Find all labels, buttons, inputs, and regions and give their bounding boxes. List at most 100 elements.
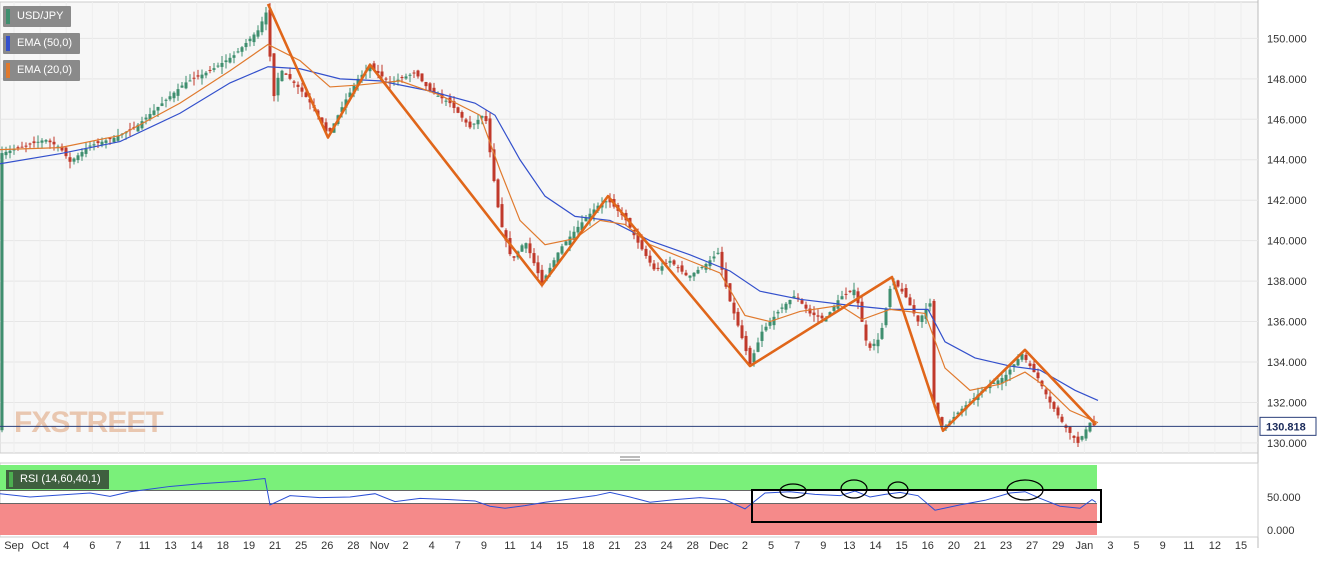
ema20-swatch [6,63,10,78]
x-tick-label: 14 [869,540,881,552]
candle-body [112,137,116,143]
legend-symbol[interactable]: USD/JPY [3,6,72,27]
legend-rsi[interactable]: RSI (14,60,40,1) [6,470,109,489]
x-tick-label: 24 [661,540,673,552]
candle-body [932,300,936,403]
candle-body [644,248,648,256]
candle-body [276,77,280,96]
candle-body [268,9,272,57]
rsi-lower-zone [0,503,1097,535]
candle-body [648,255,652,263]
symbol-label: USD/JPY [17,10,64,22]
candle-body [1036,372,1040,379]
candle-body [456,107,460,113]
candle-body [728,283,732,302]
x-tick-label: 2 [403,540,409,552]
candle-body [556,252,560,263]
candle-body [916,315,920,322]
candle-body [4,151,8,156]
candle-body [88,145,92,147]
candle-body [876,339,880,347]
candle-body [236,51,240,53]
candle-body [348,92,352,98]
legend-ema50[interactable]: EMA (50,0) [3,33,81,54]
candle-body [524,243,528,249]
candle-body [48,140,52,143]
candle-body [228,57,232,63]
x-tick-label: 20 [948,540,960,552]
candle-body [44,140,48,142]
candle-body [296,84,300,87]
candle-body [528,243,532,254]
x-tick-label: 23 [1000,540,1012,552]
candle-body [1028,363,1032,367]
candle-body [1012,364,1016,367]
x-tick-label: 9 [1160,540,1166,552]
candle-body [24,145,28,147]
x-tick-label: Nov [370,540,390,552]
candle-body [8,150,12,154]
candle-body [488,118,492,153]
candle-body [404,76,408,79]
y-tick-label: 142.000 [1267,195,1307,207]
candle-body [720,251,724,270]
candle-body [160,103,164,106]
candle-body [576,226,580,233]
candle-body [756,342,760,352]
candle-body [1052,402,1056,409]
candle-body [676,267,680,269]
candle-body [1080,436,1084,440]
candle-body [684,272,688,276]
candle-body [968,401,972,403]
candle-body [480,116,484,118]
candle-body [52,141,56,145]
candle-body [1024,354,1028,360]
candle-body [32,141,36,144]
candle-body [376,71,380,74]
candle-body [76,155,80,161]
candle-body [72,158,76,162]
candle-body [476,119,480,125]
candle-body [96,141,100,144]
candle-body [452,101,456,108]
candle-body [444,100,448,102]
candle-body [204,72,208,76]
candle-body [504,230,508,241]
candle-body [880,327,884,339]
candle-body [636,232,640,243]
candle-body [156,106,160,111]
rsi-annotation-ellipse [840,479,868,499]
x-tick-label: 15 [1235,540,1247,552]
candle-body [496,179,500,208]
candle-body [760,331,764,341]
candle-body [468,121,472,128]
x-tick-label: 9 [481,540,487,552]
zigzag-trendline [266,3,1097,433]
candle-body [172,92,176,99]
candle-body [808,308,812,314]
candle-body [108,137,112,140]
candle-body [252,34,256,43]
candle-body [776,311,780,314]
rsi-annotation-ellipse [887,481,909,499]
candle-body [20,146,24,148]
x-tick-label: 4 [63,540,69,552]
candle-body [36,141,40,143]
candle-body [572,231,576,240]
candle-body [272,53,276,97]
candle-body [992,382,996,384]
candle-body [672,260,676,265]
candle-body [772,316,776,326]
x-tick-label: 15 [895,540,907,552]
candle-body [640,240,644,250]
legend-ema20[interactable]: EMA (20,0) [3,60,81,81]
candle-body [532,253,536,264]
x-tick-label: Dec [709,540,729,552]
y-tick-label: 144.000 [1267,155,1307,167]
candle-body [0,153,4,431]
candle-body [1068,426,1072,433]
candle-body [400,77,404,79]
candle-body [16,147,20,149]
x-tick-label: 14 [191,540,203,552]
candle-body [56,146,60,148]
